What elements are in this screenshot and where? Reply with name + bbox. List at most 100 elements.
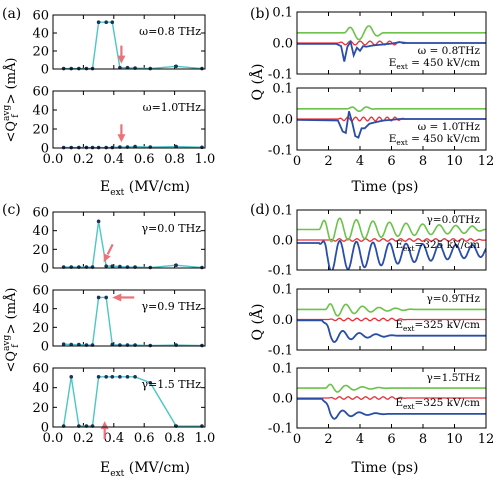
data-point-c1 — [110, 264, 115, 268]
ytick-label-a2: 20 — [32, 123, 49, 138]
ytick-label-b2: 0.0 — [272, 113, 293, 128]
xtick-label-d3: 4 — [356, 432, 364, 447]
ytick-label-d2: -0.1 — [268, 344, 293, 359]
xtick-label-a2: 0.0 — [43, 152, 64, 167]
data-point-a1 — [96, 20, 101, 25]
series-blue-d3 — [297, 398, 486, 420]
data-point-c1 — [96, 219, 101, 224]
annotation-d2: γ=0.9THz — [427, 293, 481, 305]
series-green-b2 — [297, 106, 486, 112]
xtick-label-c3: 0.6 — [134, 431, 155, 446]
series-green-b1 — [297, 25, 486, 41]
ytick-label-a1: 40 — [32, 27, 49, 42]
ytick-label-b1: 0.1 — [272, 6, 293, 21]
annotation-field-b2: Eext = 450 kV/cm — [389, 133, 480, 147]
ytick-label-c3: 0 — [41, 421, 49, 436]
data-point-c2 — [104, 295, 108, 300]
data-point-c3 — [133, 375, 137, 379]
data-point-c2 — [61, 342, 66, 346]
axes-frame-c3 — [52, 367, 206, 428]
annotation-a1: ω=0.8 THz — [139, 25, 201, 38]
axes-frame-b1 — [296, 11, 487, 75]
axes-frame-d2 — [296, 288, 487, 351]
xtick-label-d3: 0 — [293, 432, 301, 447]
annotation-d1: γ=0.0THz — [427, 214, 481, 226]
panel-a1: 0 20 40 60 ω=0.8 THz — [32, 9, 206, 78]
panel-c1: 0 20 40 60 γ=0.0 THz — [32, 206, 206, 277]
axes-frame-a1 — [52, 14, 206, 70]
ytick-label-d1: 0.1 — [272, 204, 293, 219]
panel-d2: -0.1 0.0 0.1 γ=0.9THz Eext=325 kV/cm — [268, 283, 487, 359]
panel-c2: 0 20 40 60 γ=0.9 THz — [32, 284, 206, 355]
xtick-label-b2: 4 — [356, 154, 364, 169]
data-point-a1 — [174, 64, 178, 69]
ytick-label-d1: -0.1 — [268, 264, 293, 279]
ytick-label-a1: 60 — [32, 9, 49, 24]
xlabel-d: Time (ps) — [352, 460, 419, 476]
data-point-c3 — [96, 375, 101, 379]
xtick-label-b2: 12 — [478, 154, 495, 169]
ytick-label-c2: 0 — [41, 340, 49, 355]
series-red-d2 — [297, 317, 486, 322]
arrow-head-a1 — [117, 55, 126, 64]
panel-d3: -0.1 0.0 0.1 0 2 4 6 8 10 12 γ=1.5THz Eext=325 kV/c… — [268, 362, 494, 448]
data-point-a2 — [133, 144, 137, 149]
ytick-label-d3: 0.0 — [272, 392, 293, 407]
ytick-label-b2: -0.1 — [268, 144, 293, 159]
ytick-label-c1: 0 — [41, 262, 49, 277]
ytick-label-c3: 60 — [32, 362, 49, 377]
xtick-label-b2: 8 — [419, 154, 427, 169]
ytick-label-c2: 20 — [32, 321, 49, 336]
xtick-label-a2: 1.0 — [195, 152, 216, 167]
axes-frame-d1 — [296, 209, 487, 271]
xtick-label-b2: 10 — [446, 154, 463, 169]
ytick-label-c1: 60 — [32, 206, 49, 221]
axes-frame-c1 — [52, 211, 206, 269]
data-point-a1 — [110, 20, 115, 25]
annotation-field-d3: Eext=325 kV/cm — [395, 397, 480, 411]
xtick-label-c3: 0.0 — [43, 431, 64, 446]
series-red-d1 — [297, 238, 486, 242]
ytick-label-c2: 60 — [32, 284, 49, 299]
panel-c3: 0 20 40 60 0.0 0.2 0.4 0.6 0.8 1.0 γ=1.5 THz — [32, 362, 215, 447]
ytick-label-a1: 20 — [32, 45, 49, 60]
xtick-label-b2: 6 — [387, 154, 395, 169]
arrow-head-c2 — [112, 293, 122, 302]
arrow-head-a2 — [117, 134, 126, 143]
data-point-c1 — [104, 264, 108, 268]
xtick-label-d3: 12 — [478, 432, 495, 447]
ytick-label-a1: 0 — [41, 63, 49, 78]
ylabel-d: Q (Å) — [248, 304, 266, 341]
arrow-head-c3 — [100, 421, 109, 430]
data-point-c2 — [96, 295, 101, 300]
axes-frame-a2 — [52, 90, 206, 149]
panel-c-label: (c) — [2, 202, 21, 218]
xtick-label-a2: 0.8 — [164, 152, 185, 167]
series-green-d3 — [297, 383, 486, 393]
ytick-label-a2: 0 — [41, 142, 49, 157]
series-blue-d2 — [297, 319, 486, 343]
xtick-label-a2: 0.4 — [103, 152, 124, 167]
xtick-label-d3: 8 — [419, 432, 427, 447]
annotation-c2: γ=0.9 THz — [141, 300, 201, 313]
axes-frame-c2 — [52, 289, 206, 347]
annotation-field-d1: Eext=325 kV/cm — [395, 239, 480, 253]
ytick-label-c1: 20 — [32, 243, 49, 258]
xlabel-c: Eext (MV/cm) — [100, 460, 190, 479]
arrow-head-c1 — [103, 253, 111, 263]
ytick-label-c3: 20 — [32, 401, 49, 416]
ylabel-c: <Qavgf> (mÅ) — [2, 287, 21, 372]
annotation-field-b1: Eext = 450 kV/cm — [389, 57, 480, 71]
data-point-c3 — [148, 380, 153, 385]
xtick-label-b2: 2 — [324, 154, 332, 169]
xtick-label-b2: 0 — [293, 154, 301, 169]
axes-frame-d3 — [296, 367, 487, 429]
xtick-label-c3: 0.4 — [103, 431, 124, 446]
xlabel-b: Time (ps) — [352, 179, 419, 195]
panel-d-label: (d) — [250, 202, 270, 218]
data-point-a2 — [174, 144, 178, 149]
data-point-c3 — [104, 375, 108, 379]
xtick-label-c3: 0.2 — [73, 431, 94, 446]
